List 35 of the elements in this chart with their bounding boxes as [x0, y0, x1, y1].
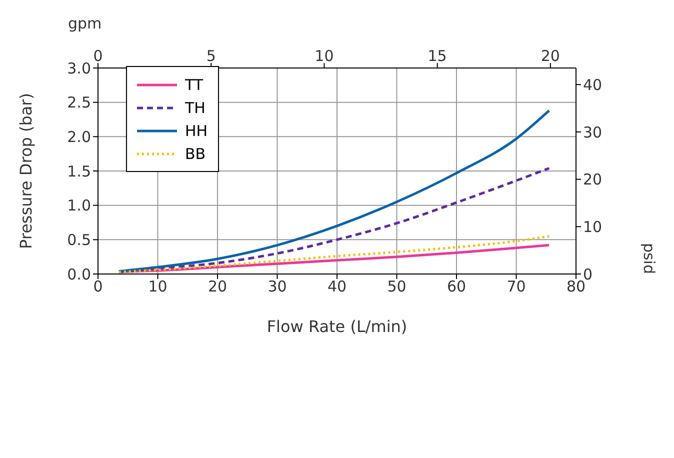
legend-label: HH: [185, 122, 208, 140]
x-tick-label: 0: [93, 278, 103, 296]
x-tick-label: 30: [268, 278, 287, 296]
x-tick-label: 50: [387, 278, 406, 296]
y2-tick-label: 10: [583, 218, 602, 236]
x2-tick-label: 20: [540, 47, 560, 65]
y-tick-label: 1.5: [67, 162, 91, 180]
y2-axis-title: psid: [640, 242, 658, 274]
y2-tick-label: 40: [583, 76, 602, 94]
y2-tick-label: 0: [583, 265, 593, 284]
y-tick-label: 1.0: [67, 196, 91, 215]
y2-tick-label: 20: [583, 170, 602, 189]
x2-tick-label: 10: [314, 47, 334, 65]
y-tick-label: 2.0: [67, 128, 91, 146]
x-tick-label: 80: [566, 278, 586, 296]
legend-label: BB: [185, 144, 206, 162]
y-tick-label: 0.5: [67, 230, 91, 249]
legend-label: TH: [185, 98, 206, 116]
y-tick-label: 0.0: [67, 265, 91, 284]
x-tick-label: 20: [208, 278, 228, 296]
y-tick-label: 3.0: [67, 59, 91, 78]
x-tick-label: 70: [506, 278, 526, 296]
x-axis-title: Flow Rate (L/min): [266, 317, 408, 336]
x2-tick-label: 0: [93, 47, 103, 65]
y-axis-title: Pressure Drop (bar): [16, 92, 36, 250]
y-tick-label: 2.5: [67, 94, 91, 112]
x2-axis-title: gpm: [68, 14, 102, 33]
x-tick-label: 40: [327, 278, 347, 296]
y2-tick-label: 30: [583, 123, 602, 142]
legend-label: TT: [185, 76, 204, 94]
x2-tick-label: 5: [206, 47, 216, 65]
x-tick-label: 10: [148, 278, 168, 296]
line-series: [118, 234, 550, 274]
x2-tick-label: 15: [428, 47, 447, 65]
x-tick-label: 60: [446, 278, 466, 296]
